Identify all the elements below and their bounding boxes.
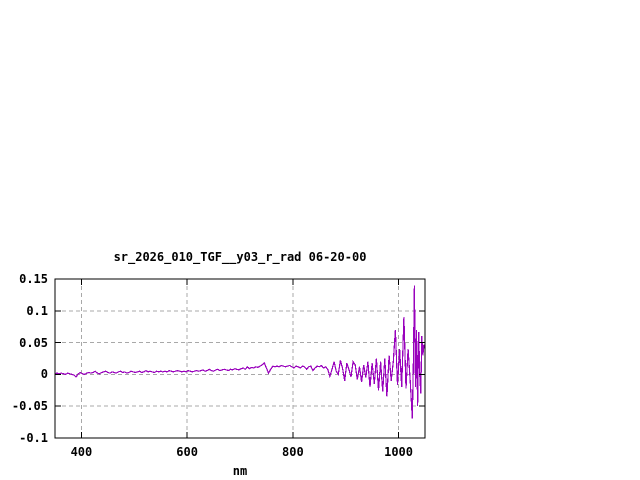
chart-title: sr_2026_010_TGF__y03_r_rad 06-20-00 xyxy=(113,250,367,264)
y-tick-label: 0.05 xyxy=(19,335,48,350)
y-tick-label: 0.1 xyxy=(26,303,48,318)
plot-border xyxy=(54,278,426,439)
x-tick-label: 400 xyxy=(70,445,93,459)
data-line xyxy=(54,285,426,419)
x-tick-label: 1000 xyxy=(384,445,414,459)
y-tick-label: -0.05 xyxy=(11,399,48,414)
x-tick-label: 800 xyxy=(282,445,304,459)
x-tick-label: 600 xyxy=(176,445,198,459)
x-axis-label: nm xyxy=(232,464,248,478)
y-tick-label: 0 xyxy=(40,367,48,382)
y-tick-label: 0.15 xyxy=(19,272,48,286)
y-tick-label: -0.1 xyxy=(19,431,48,445)
